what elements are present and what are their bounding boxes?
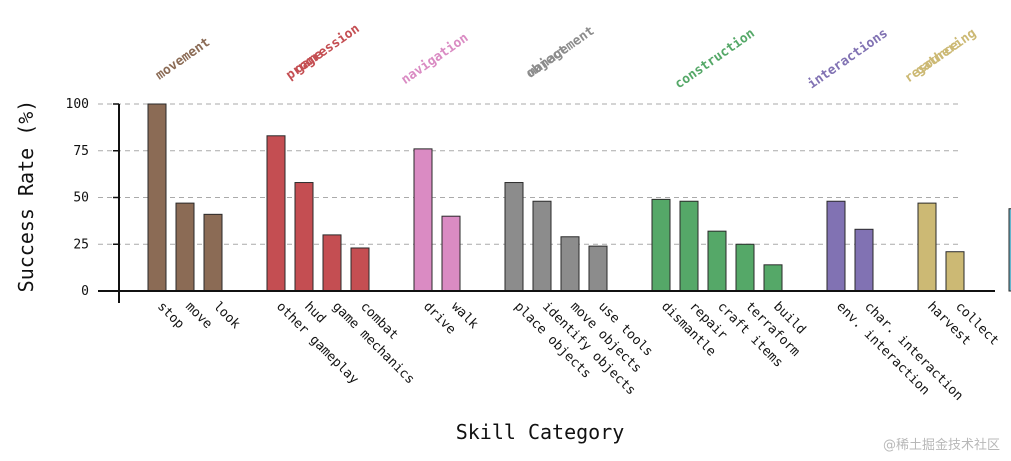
bar xyxy=(175,202,195,292)
bar xyxy=(266,135,286,292)
group-label: movement xyxy=(153,35,213,83)
group-label: management xyxy=(525,24,598,81)
y-tick-label: 0 xyxy=(81,284,89,299)
bar xyxy=(294,182,314,292)
bar xyxy=(350,247,370,292)
y-tick-label: 100 xyxy=(66,97,89,112)
bar xyxy=(945,251,965,292)
group-label: construction xyxy=(672,26,758,92)
bar xyxy=(560,236,580,292)
x-tick-label: look xyxy=(210,299,243,332)
bars xyxy=(147,103,1011,292)
bar xyxy=(441,215,461,292)
bar xyxy=(1008,208,1011,292)
axes xyxy=(98,103,995,303)
y-tick-label: 75 xyxy=(73,144,89,159)
bar xyxy=(679,200,699,292)
y-axis-title: Success Rate (%) xyxy=(14,100,38,293)
y-tick-label: 50 xyxy=(73,191,89,206)
group-label: interactions xyxy=(805,26,891,92)
group-label: navigation xyxy=(399,31,472,88)
bar xyxy=(917,202,937,292)
bar xyxy=(147,103,167,292)
bar xyxy=(588,245,608,292)
bar xyxy=(413,148,433,292)
watermark: @稀土掘金技术社区 xyxy=(883,437,1000,453)
x-axis-title: Skill Category xyxy=(456,420,625,444)
bar xyxy=(854,228,874,292)
bar xyxy=(651,198,671,292)
bar xyxy=(707,230,727,292)
bar xyxy=(826,200,846,292)
bar xyxy=(735,243,755,292)
bar xyxy=(532,200,552,292)
y-tick-label: 25 xyxy=(73,237,89,252)
bar xyxy=(763,264,783,292)
group-label: progression xyxy=(283,21,362,83)
group-label: gathering xyxy=(913,26,979,79)
bar xyxy=(203,213,223,292)
x-tick-label: move xyxy=(182,299,215,332)
bar xyxy=(322,234,342,292)
bar xyxy=(504,182,524,292)
x-tick-label: stop xyxy=(154,299,187,332)
